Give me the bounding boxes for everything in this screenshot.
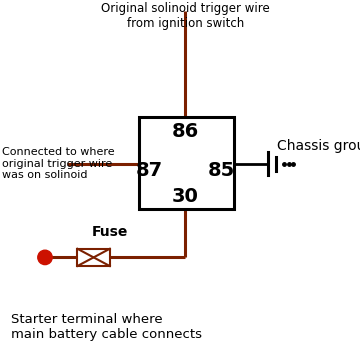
Text: Original solinoid trigger wire
from ignition switch: Original solinoid trigger wire from igni… <box>101 2 270 30</box>
Text: 85: 85 <box>208 162 235 180</box>
Text: Fuse: Fuse <box>91 225 128 239</box>
Text: 87: 87 <box>136 162 163 180</box>
Text: Connected to where
original trigger wire
was on solinoid: Connected to where original trigger wire… <box>2 147 114 180</box>
Text: Chassis ground: Chassis ground <box>277 139 360 153</box>
Text: 30: 30 <box>172 187 199 206</box>
Bar <box>139 117 234 209</box>
Circle shape <box>38 250 52 265</box>
Text: 86: 86 <box>172 122 199 141</box>
Text: Starter terminal where
main battery cable connects: Starter terminal where main battery cabl… <box>11 313 202 341</box>
Bar <box>77 249 110 266</box>
